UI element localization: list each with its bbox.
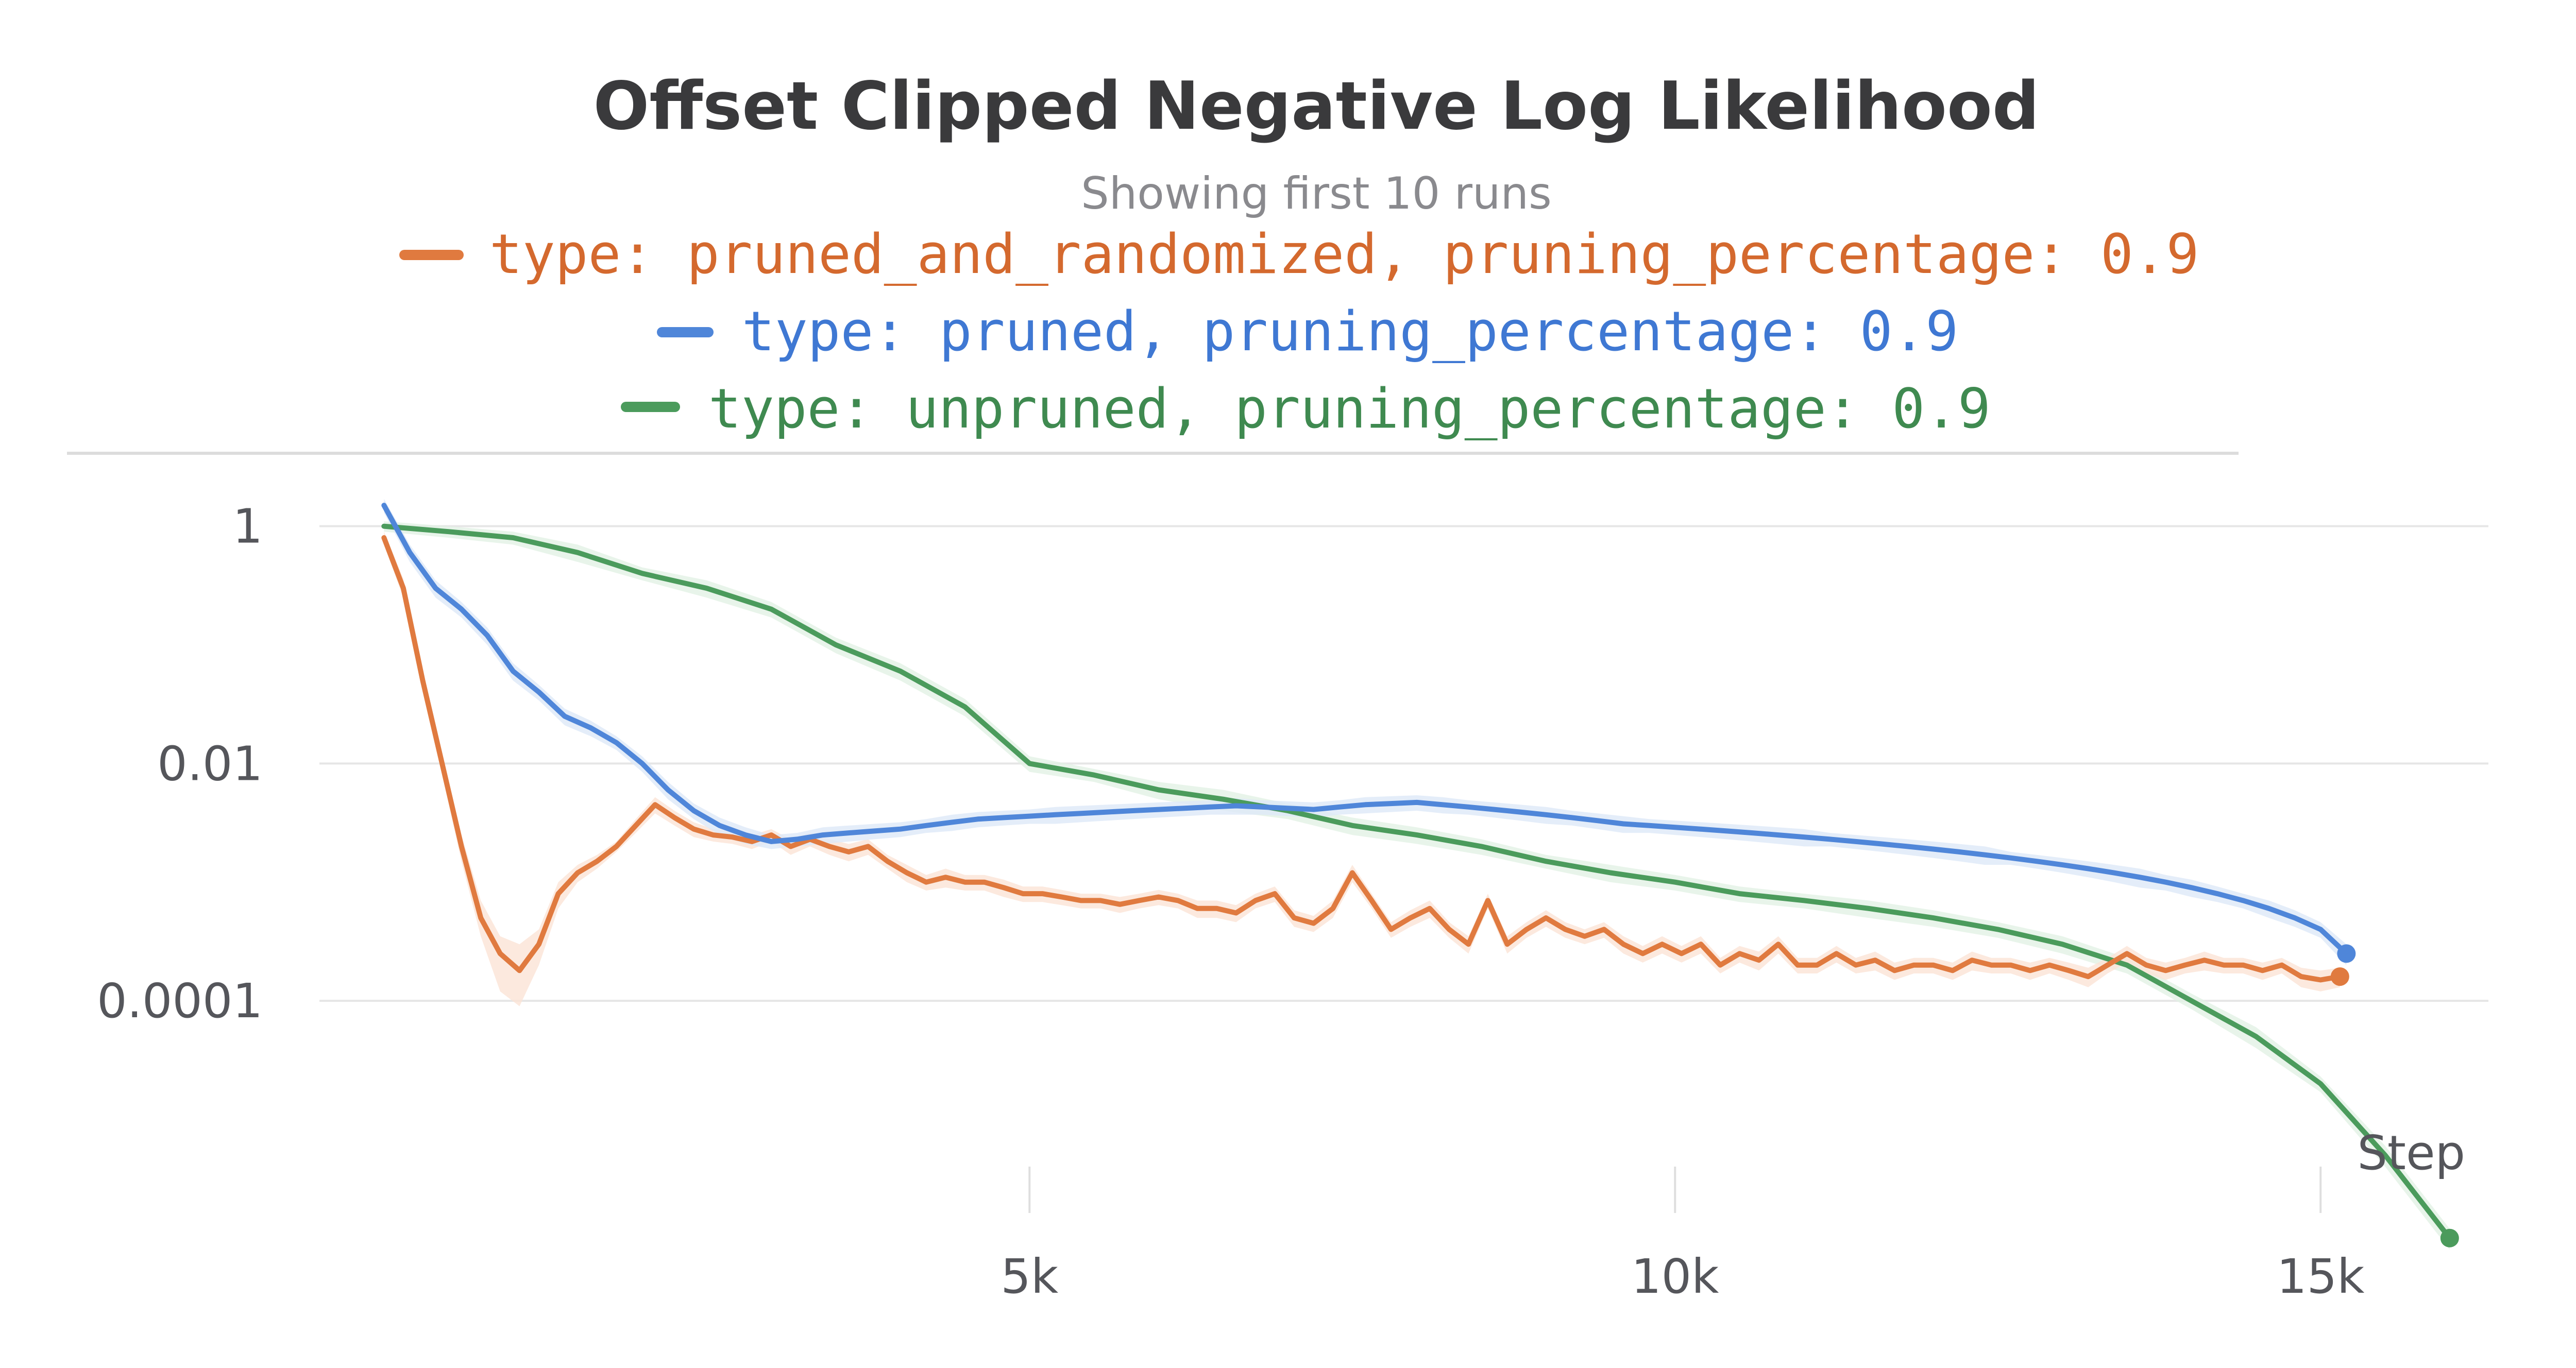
endpoint-pruned (2337, 944, 2356, 963)
chart-subtitle: Showing first 10 runs (1081, 168, 1552, 219)
band-pruned-and-randomized (384, 532, 2340, 1006)
legend-item-unpruned[interactable]: type: unpruned, pruning_percentage: 0.9 (621, 377, 1991, 440)
y-axis-ticks: 1 0.01 0.0001 (97, 499, 263, 1029)
series-lines (381, 503, 2452, 1241)
chart-title: Offset Clipped Negative Log Likelihood (594, 68, 2040, 145)
line-unpruned (381, 523, 2452, 1241)
x-tick-label: 15k (2277, 1249, 2365, 1304)
y-tick-label: 0.01 (157, 736, 263, 791)
legend-label-pruned: type: pruned, pruning_percentage: 0.9 (742, 300, 1958, 363)
x-axis-label: Step (2358, 1125, 2465, 1181)
y-tick-label: 0.0001 (97, 973, 263, 1029)
endpoint-pruned-and-randomized (2330, 967, 2349, 986)
line-pruned-and-randomized (381, 535, 2343, 983)
legend: type: pruned_and_randomized, pruning_per… (399, 223, 2199, 440)
grid (319, 525, 2488, 1002)
series-bands (384, 499, 2450, 1250)
x-tick-label: 10k (1631, 1249, 1719, 1304)
band-pruned (384, 499, 2347, 965)
legend-item-pruned[interactable]: type: pruned, pruning_percentage: 0.9 (657, 300, 1958, 363)
series-endpoints (2330, 944, 2459, 1247)
legend-label-pruned-and-randomized: type: pruned_and_randomized, pruning_per… (489, 223, 2199, 286)
legend-item-pruned-and-randomized[interactable]: type: pruned_and_randomized, pruning_per… (399, 223, 2199, 286)
y-tick-label: 1 (232, 499, 263, 554)
x-tick-label: 5k (1001, 1249, 1059, 1304)
legend-label-unpruned: type: unpruned, pruning_percentage: 0.9 (708, 377, 1991, 440)
x-axis-ticks: 5k 10k 15k (1001, 1167, 2365, 1304)
line-pruned (381, 503, 2349, 956)
endpoint-unpruned (2440, 1228, 2459, 1247)
